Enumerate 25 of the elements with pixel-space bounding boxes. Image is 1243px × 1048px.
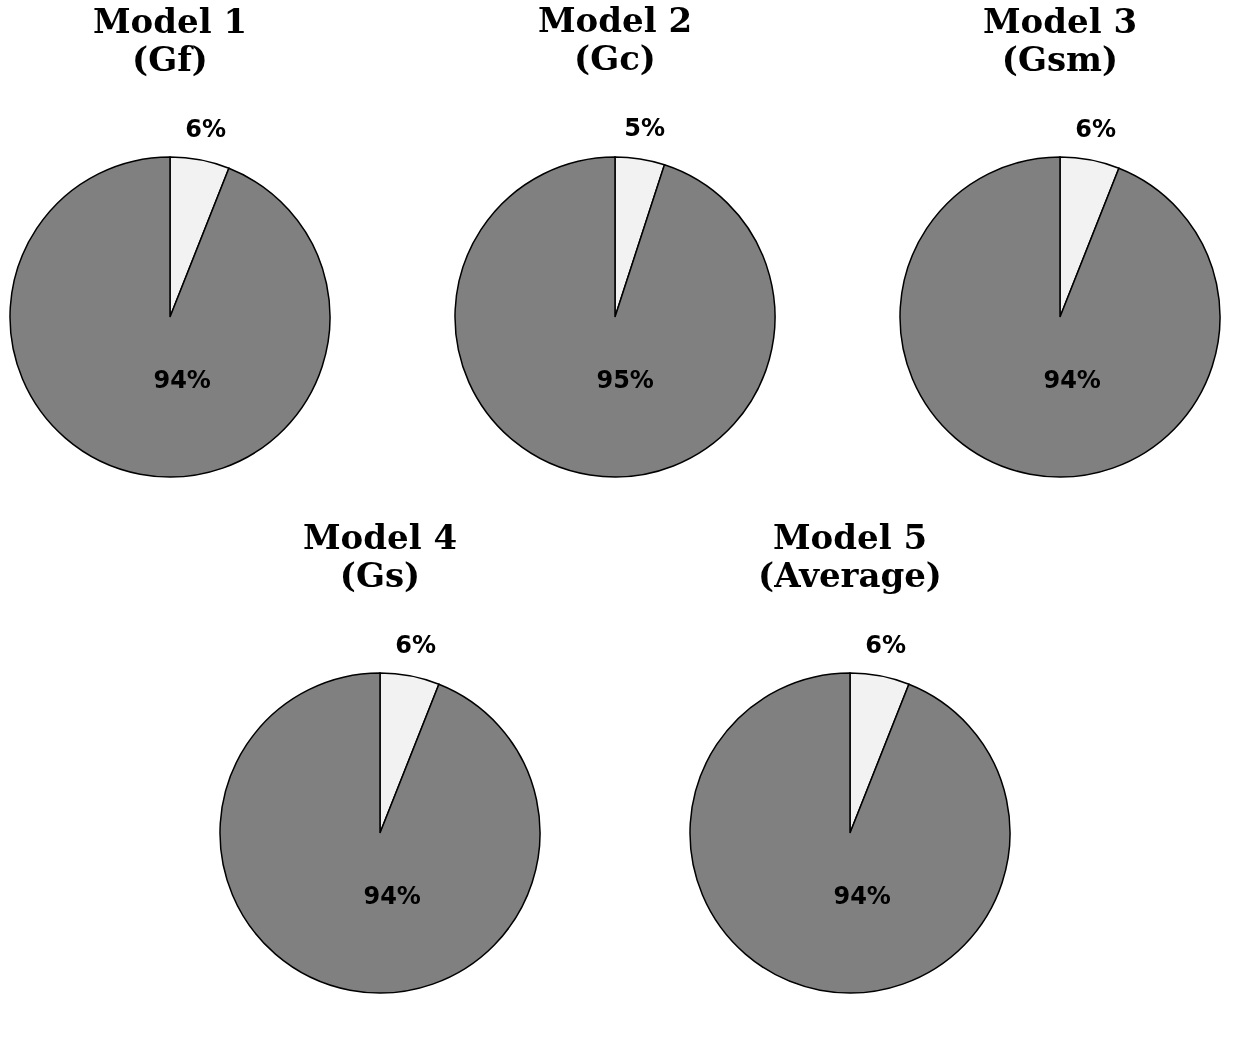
chart-subtitle: (Gs) [339,555,421,596]
pie-slice [219,672,541,994]
pie-slice [454,156,776,478]
chart-title: Model 4 [302,517,458,558]
chart-title: Model 5 [772,517,928,558]
pie-slice [9,156,331,478]
data-label: 94% [833,881,891,910]
chart-subtitle: (Gc) [574,38,656,79]
chart-title: Model 1 [92,1,248,42]
data-label: 6% [395,631,436,660]
data-label: 95% [596,366,654,395]
data-label: 6% [185,115,226,144]
chart-subtitle: (Gsm) [1001,39,1119,80]
data-label: 6% [865,631,906,660]
chart-title: Model 2 [537,0,693,41]
data-label: 6% [1075,115,1116,144]
data-label: 5% [624,114,666,143]
chart-subtitle: (Average) [758,555,942,596]
pie-slice [689,672,1011,994]
data-label: 94% [1043,365,1101,394]
chart-subtitle: (Gf) [132,39,208,80]
chart-title: Model 3 [982,1,1138,42]
pie-slice [899,156,1221,478]
data-label: 94% [363,881,421,910]
data-label: 94% [153,365,211,394]
